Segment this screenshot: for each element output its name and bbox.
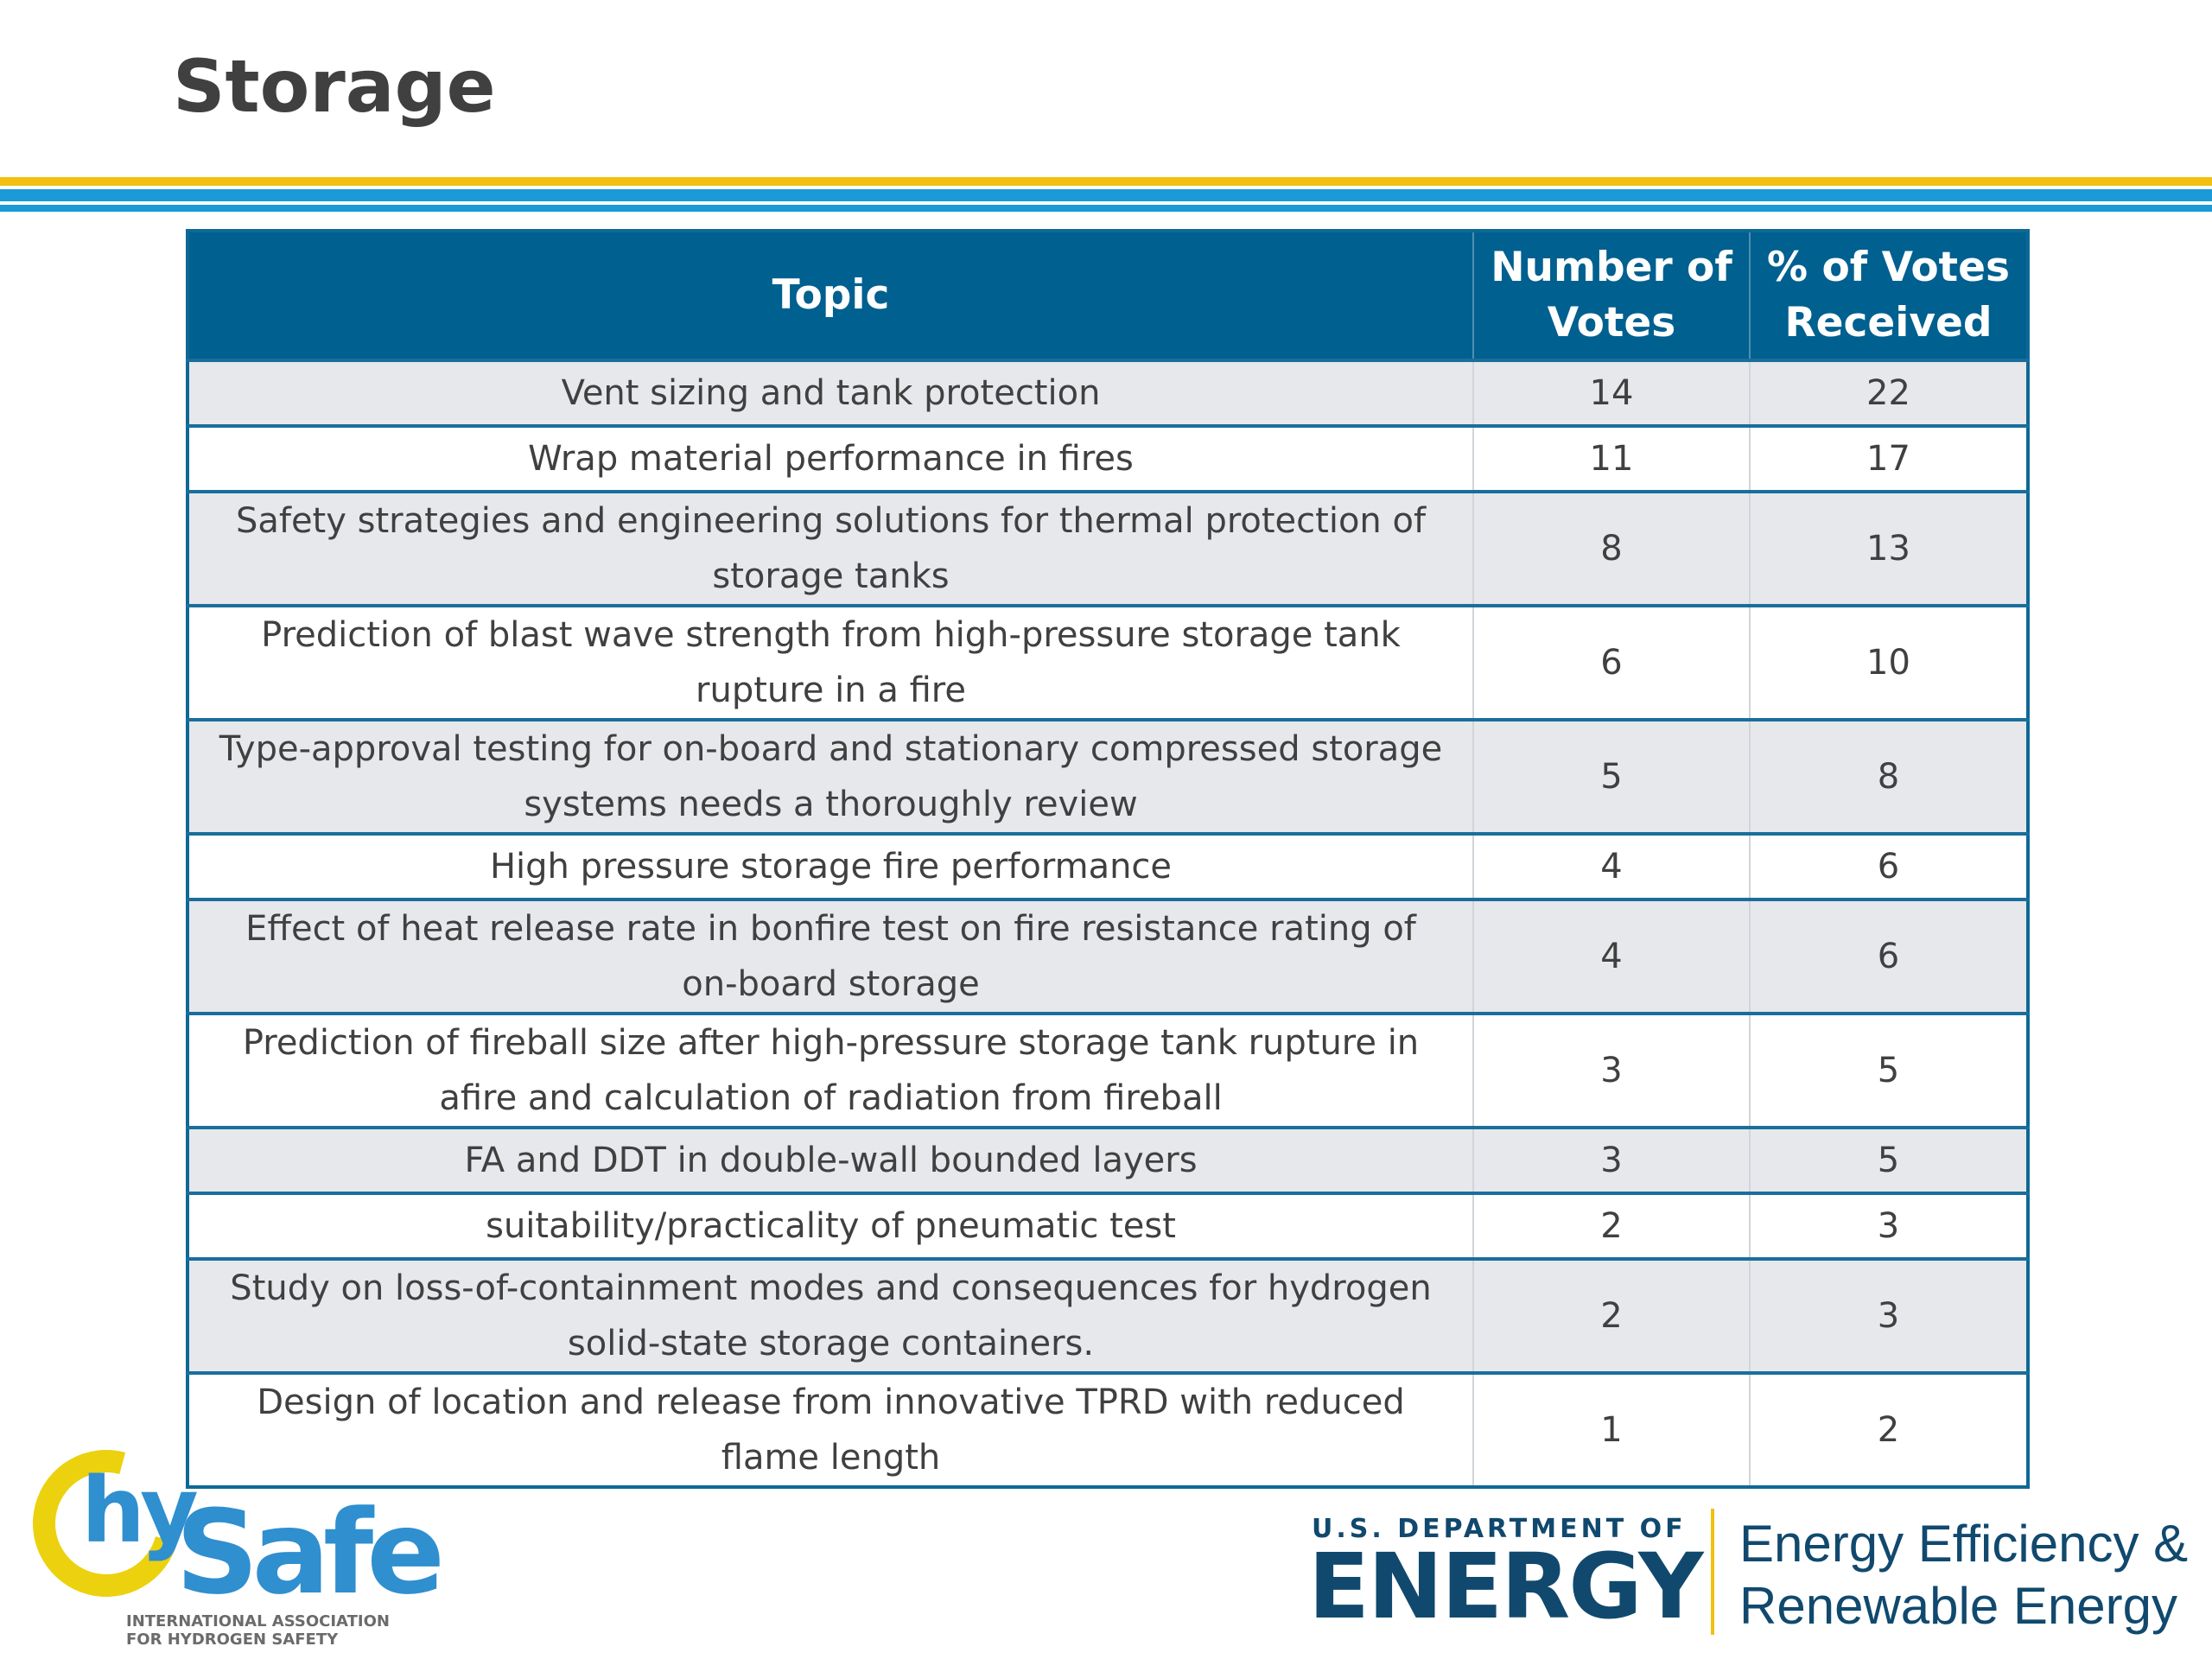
topic-cell: Prediction of blast wave strength from h… [188,604,1474,720]
topic-text: FA and DDT in double-wall bounded layers [464,1141,1198,1180]
header-pct-line1: % of Votes [1767,244,2010,291]
topic-text-line1: Prediction of blast wave strength from h… [261,615,1401,655]
topic-text-line2: solid-state storage containers. [567,1324,1095,1363]
table-row: Study on loss-of-containment modes and c… [188,1257,2028,1373]
percent-cell: 2 [1750,1371,2028,1487]
topic-text-line1: Prediction of fireball size after high-p… [242,1023,1420,1063]
table-row: Prediction of fireball size after high-p… [188,1012,2028,1128]
table-row: Safety strategies and engineering soluti… [188,490,2028,606]
accent-stripe-gold [0,177,2212,186]
percent-cell: 8 [1750,718,2028,834]
header-number-of-votes: Number of Votes [1473,231,1751,360]
hysafe-logo-hy: hy [81,1458,199,1563]
doe-energy-wordmark: ENERGY [1308,1534,1704,1639]
topic-text-line2: systems needs a thoroughly review [524,785,1138,824]
votes-cell: 3 [1473,1126,1751,1193]
page-title: Storage [173,44,496,129]
hysafe-tagline-line2: FOR HYDROGEN SAFETY [126,1630,339,1649]
topic-cell: Type-approval testing for on-board and s… [188,718,1474,834]
topic-text-line2: storage tanks [712,556,950,596]
table-row: Type-approval testing for on-board and s… [188,718,2028,834]
header-votes-line2: Votes [1547,299,1676,346]
table-header: Topic Number of Votes % of Votes Receive… [188,231,2028,360]
votes-table: Topic Number of Votes % of Votes Receive… [186,229,2030,1489]
topic-text-line1: Type-approval testing for on-board and s… [219,729,1443,769]
hysafe-tagline-line1: INTERNATIONAL ASSOCIATION [126,1612,390,1630]
votes-cell: 3 [1473,1012,1751,1128]
votes-cell: 8 [1473,490,1751,606]
doe-department-label: U.S. DEPARTMENT OF [1312,1514,1687,1544]
topic-cell: Wrap material performance in fires [188,424,1474,492]
logo-divider [1711,1509,1714,1635]
topic-cell: Prediction of fireball size after high-p… [188,1012,1474,1128]
votes-cell: 2 [1473,1192,1751,1259]
percent-cell: 5 [1750,1126,2028,1193]
header-percent-of-votes: % of Votes Received [1750,231,2028,360]
table-row: Vent sizing and tank protection 14 22 [188,359,2028,426]
topic-cell: Design of location and release from inno… [188,1371,1474,1487]
eere-line2: Renewable Energy [1739,1577,2177,1635]
topic-cell: Effect of heat release rate in bonfire t… [188,898,1474,1014]
topic-cell: Vent sizing and tank protection [188,359,1474,426]
votes-cell: 4 [1473,832,1751,899]
table-row: Prediction of blast wave strength from h… [188,604,2028,720]
topic-text-line1: Design of location and release from inno… [257,1382,1405,1422]
topic-text: suitability/practicality of pneumatic te… [486,1206,1176,1246]
votes-cell: 2 [1473,1257,1751,1373]
topic-text-line1: Effect of heat release rate in bonfire t… [245,909,1416,949]
header-topic: Topic [188,231,1474,360]
accent-stripe-blue-thin [0,205,2212,212]
percent-cell: 22 [1750,359,2028,426]
header-votes-line1: Number of [1491,244,1732,291]
table-body: Vent sizing and tank protection 14 22 Wr… [188,359,2028,1487]
topic-cell: FA and DDT in double-wall bounded layers [188,1126,1474,1193]
header-topic-label: Topic [772,271,890,319]
topic-text-line1: Safety strategies and engineering soluti… [235,501,1427,541]
table-header-row: Topic Number of Votes % of Votes Receive… [188,231,2028,360]
votes-cell: 11 [1473,424,1751,492]
table-row: suitability/practicality of pneumatic te… [188,1192,2028,1259]
header-pct-line2: Received [1784,299,1993,346]
table-row: High pressure storage fire performance 4… [188,832,2028,899]
table-row: Effect of heat release rate in bonfire t… [188,898,2028,1014]
topic-text-line2: on-board storage [682,964,980,1004]
table-row: Design of location and release from inno… [188,1371,2028,1487]
topic-cell: Study on loss-of-containment modes and c… [188,1257,1474,1373]
topic-text: Vent sizing and tank protection [561,373,1101,413]
percent-cell: 10 [1750,604,2028,720]
topic-cell: suitability/practicality of pneumatic te… [188,1192,1474,1259]
doe-eere-logo: U.S. DEPARTMENT OF ENERGY Energy Efficie… [1308,1509,2188,1638]
accent-stripe-blue [0,189,2212,201]
topic-text-line2: afire and calculation of radiation from … [439,1078,1223,1118]
votes-cell: 6 [1473,604,1751,720]
percent-cell: 3 [1750,1257,2028,1373]
topic-text-line2: flame length [721,1438,941,1478]
hysafe-tagline: INTERNATIONAL ASSOCIATION FOR HYDROGEN S… [126,1612,437,1649]
topic-text-line2: rupture in a fire [696,671,966,710]
topic-text-line1: Study on loss-of-containment modes and c… [230,1268,1432,1308]
topic-cell: High pressure storage fire performance [188,832,1474,899]
table-row: FA and DDT in double-wall bounded layers… [188,1126,2028,1193]
percent-cell: 6 [1750,898,2028,1014]
votes-cell: 1 [1473,1371,1751,1487]
table-row: Wrap material performance in fires 11 17 [188,424,2028,492]
topic-text: Wrap material performance in fires [528,439,1134,479]
percent-cell: 3 [1750,1192,2028,1259]
hysafe-logo: hy Safe INTERNATIONAL ASSOCIATION FOR HY… [5,1422,445,1650]
percent-cell: 13 [1750,490,2028,606]
eere-line1: Energy Efficiency & [1739,1515,2189,1573]
percent-cell: 5 [1750,1012,2028,1128]
votes-cell: 4 [1473,898,1751,1014]
votes-cell: 5 [1473,718,1751,834]
topic-cell: Safety strategies and engineering soluti… [188,490,1474,606]
percent-cell: 17 [1750,424,2028,492]
votes-cell: 14 [1473,359,1751,426]
percent-cell: 6 [1750,832,2028,899]
hysafe-logo-safe: Safe [175,1485,445,1620]
topic-text: High pressure storage fire performance [489,847,1173,887]
